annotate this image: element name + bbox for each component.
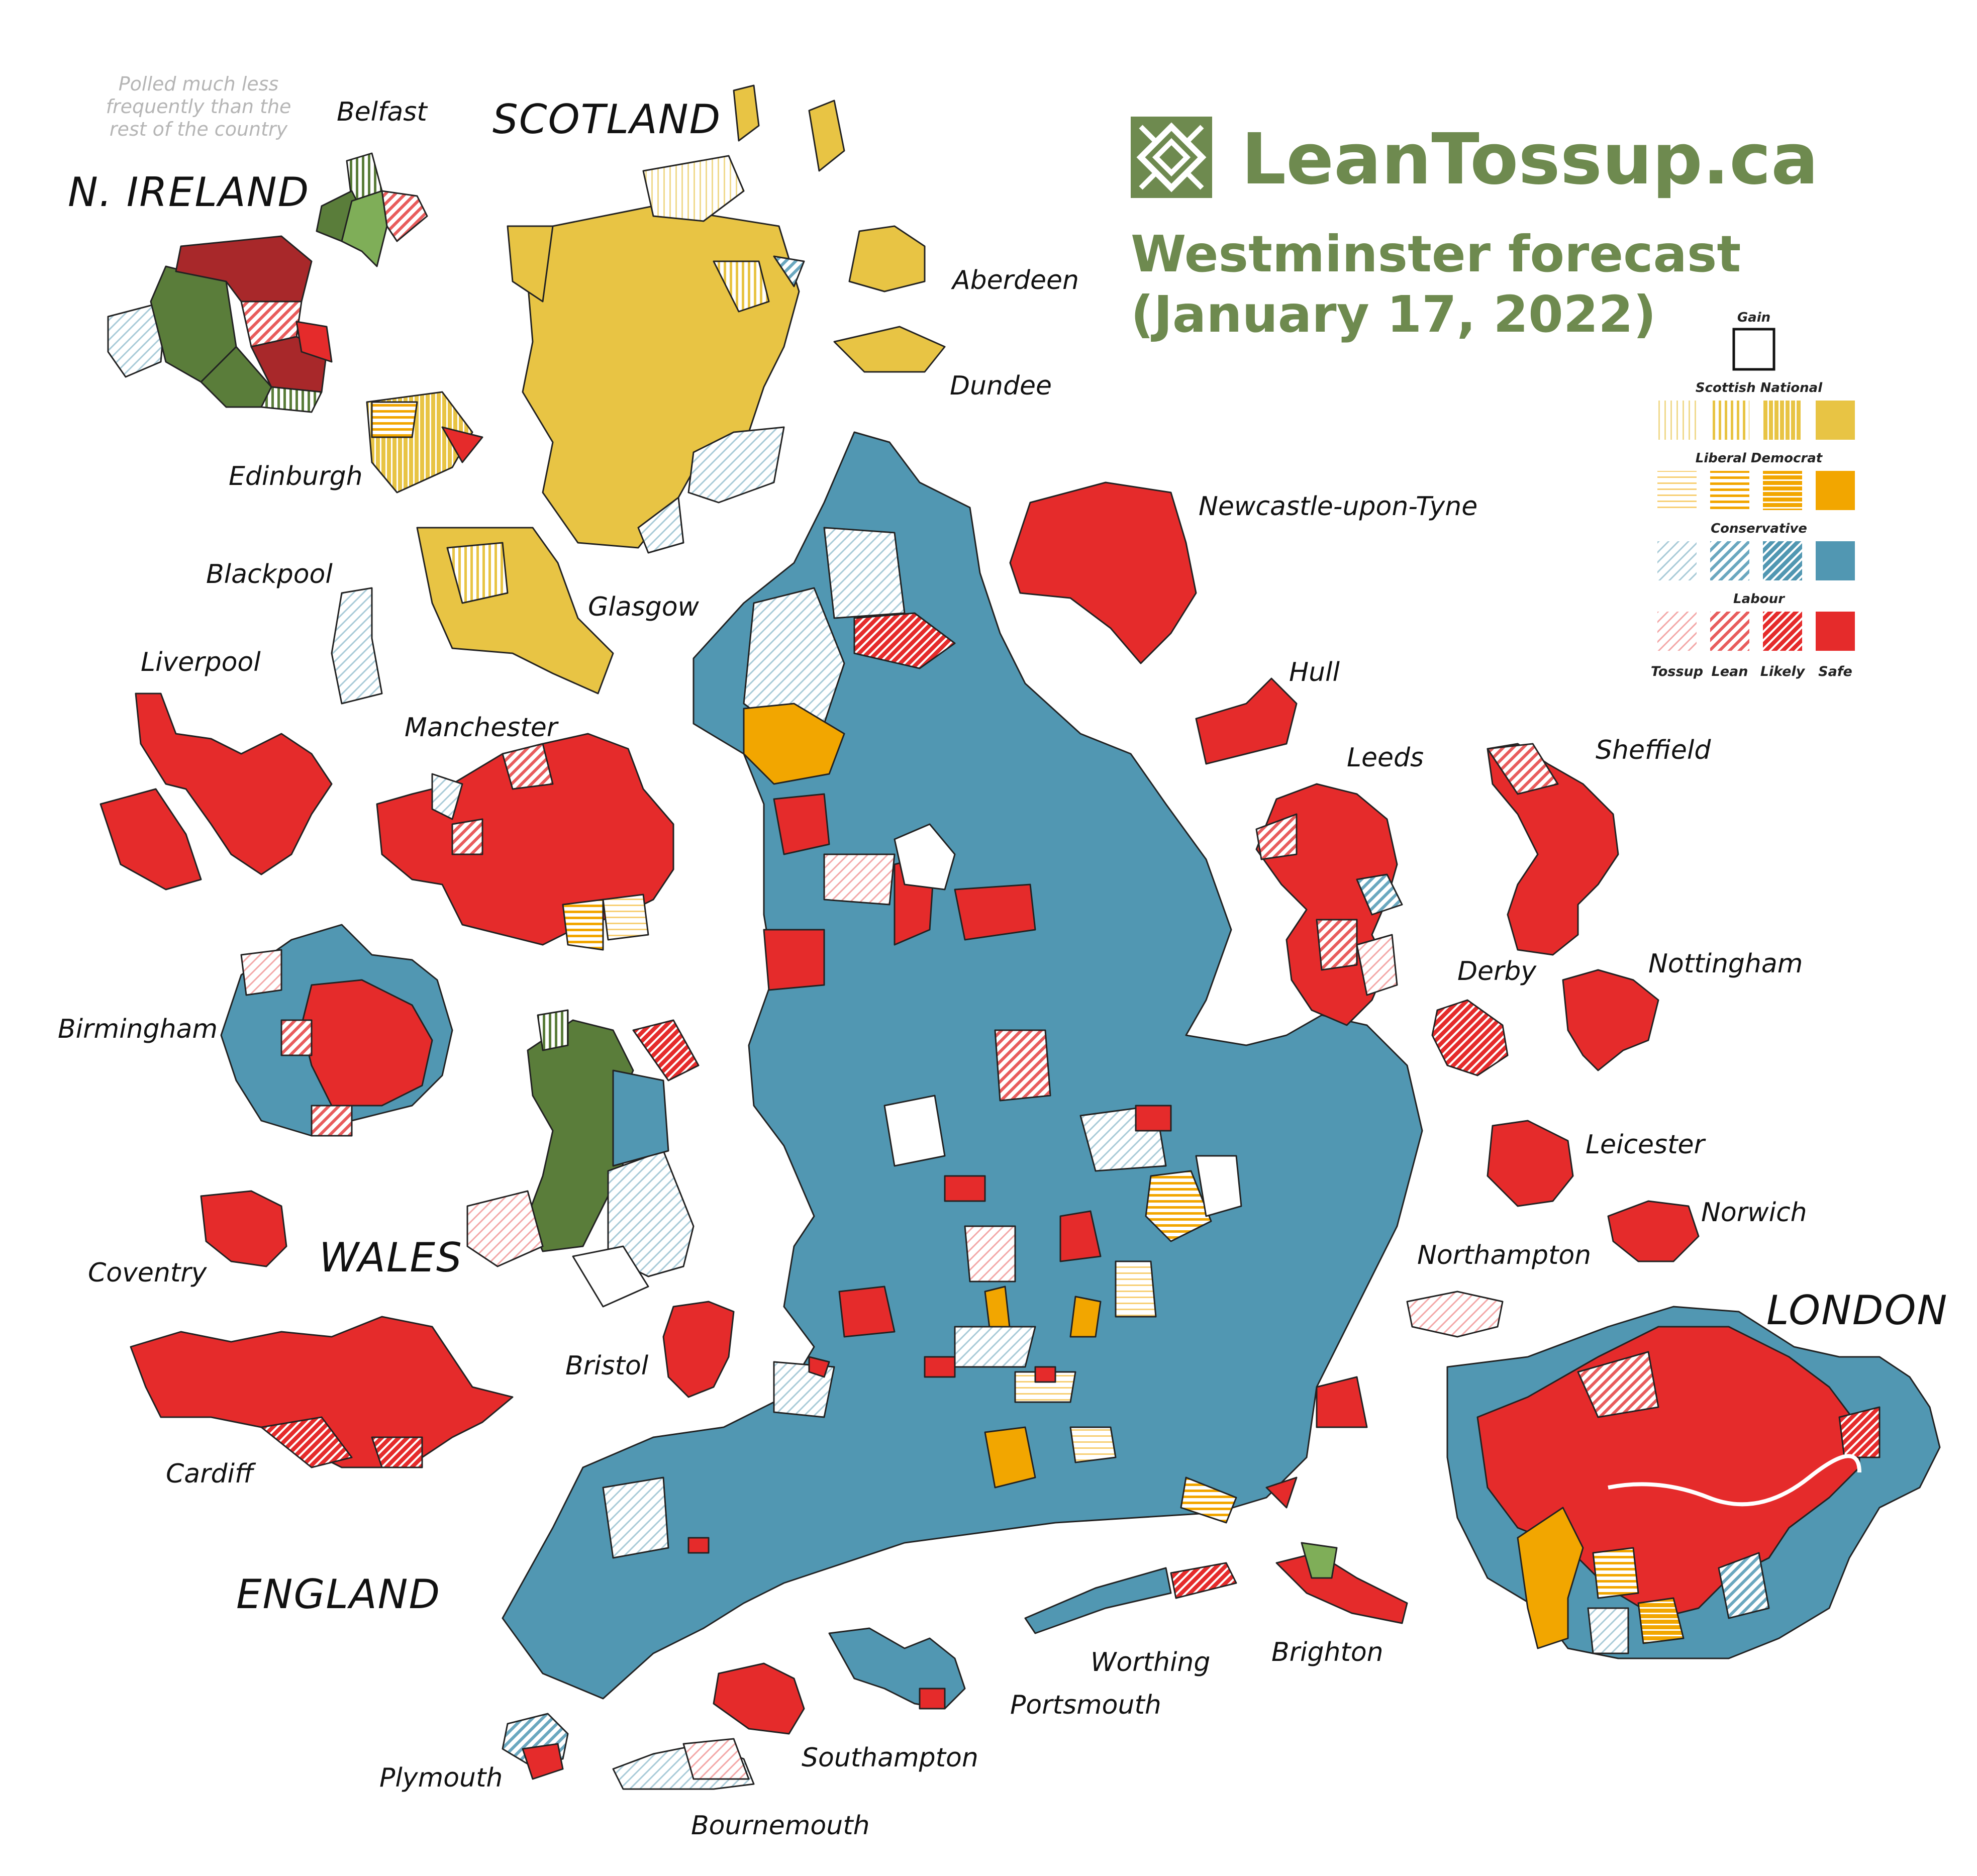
city-label-nottingham: Nottingham <box>1648 949 1803 979</box>
legend-con-lean <box>1710 541 1749 580</box>
newcastle-inset <box>1009 481 1197 664</box>
title-line-1: Westminster forecast <box>1131 225 1741 283</box>
legend-con-likely <box>1763 541 1802 580</box>
legend-con-safe <box>1816 541 1855 580</box>
nottingham-inset <box>1562 969 1659 1071</box>
city-label-plymouth: Plymouth <box>379 1763 503 1793</box>
title-line-2: (January 17, 2022) <box>1131 285 1656 344</box>
city-label-sheffield: Sheffield <box>1596 735 1711 765</box>
northampton-inset <box>1406 1291 1504 1338</box>
city-label-coventry: Coventry <box>88 1258 208 1288</box>
aberdeen-inset <box>848 225 926 292</box>
manchester-inset <box>376 733 674 951</box>
city-label-norwich: Norwich <box>1701 1198 1807 1228</box>
cardiff-inset <box>130 1316 514 1468</box>
glasgow-inset <box>416 527 614 695</box>
city-label-newcastle: Newcastle-upon-Tyne <box>1199 491 1477 522</box>
legend-party-snp: Scottish National <box>1696 380 1823 396</box>
brand-logo <box>1131 117 1212 198</box>
portsmouth-inset <box>828 1627 966 1710</box>
legend: Gain Scottish National Liberal Democrat … <box>1651 310 1855 679</box>
city-label-liverpool: Liverpool <box>141 647 261 677</box>
leicester-inset <box>1487 1120 1574 1207</box>
legend-lab-tossup <box>1657 612 1697 651</box>
hull-inset <box>1195 677 1298 765</box>
legend-ld-lean <box>1710 471 1749 510</box>
city-label-edinburgh: Edinburgh <box>229 461 363 491</box>
legend-party-lab: Labour <box>1733 591 1786 607</box>
region-label-n-ireland: N. IRELAND <box>68 169 310 216</box>
southampton-inset <box>713 1662 805 1735</box>
city-label-manchester: Manchester <box>405 713 559 743</box>
liverpool-inset <box>100 693 333 891</box>
coventry-inset <box>200 1190 287 1267</box>
dundee-inset <box>833 326 946 373</box>
legend-gain-label: Gain <box>1737 310 1770 325</box>
scotland-map <box>507 84 845 554</box>
city-label-glasgow: Glasgow <box>588 592 700 622</box>
legend-snp-lean <box>1710 401 1749 440</box>
bristol-inset <box>662 1301 735 1398</box>
birmingham-inset <box>220 924 453 1137</box>
city-label-worthing: Worthing <box>1091 1647 1210 1677</box>
bournemouth-inset <box>612 1738 755 1790</box>
city-label-brighton: Brighton <box>1271 1637 1383 1667</box>
city-label-leeds: Leeds <box>1347 743 1424 773</box>
legend-ld-tossup <box>1657 471 1697 510</box>
plymouth-inset <box>502 1713 569 1780</box>
england-map <box>502 431 1423 1700</box>
legend-party-libdem: Liberal Democrat <box>1696 451 1823 466</box>
blackpool-inset <box>331 587 383 705</box>
site-name: LeanTossup.ca <box>1241 119 1819 201</box>
city-label-portsmouth: Portsmouth <box>1010 1690 1161 1720</box>
note-line-3: rest of the country <box>110 118 288 140</box>
leeds-inset <box>1255 783 1403 1026</box>
norwich-inset <box>1607 1200 1700 1262</box>
region-label-wales: WALES <box>319 1234 463 1281</box>
region-label-england: ENGLAND <box>236 1571 441 1618</box>
city-label-southampton: Southampton <box>802 1743 978 1773</box>
city-label-cardiff: Cardiff <box>166 1459 256 1489</box>
city-label-northampton: Northampton <box>1417 1240 1591 1270</box>
city-label-bournemouth: Bournemouth <box>691 1811 870 1841</box>
note-line-1: Polled much less <box>119 73 279 95</box>
city-label-leicester: Leicester <box>1586 1130 1706 1160</box>
legend-cat-lean: Lean <box>1712 664 1748 679</box>
city-label-hull: Hull <box>1289 657 1340 687</box>
region-label-scotland: SCOTLAND <box>492 96 721 143</box>
city-label-birmingham: Birmingham <box>58 1014 218 1044</box>
city-label-derby: Derby <box>1457 956 1537 986</box>
london-inset <box>1446 1306 1941 1659</box>
region-label-london: LONDON <box>1766 1287 1948 1334</box>
city-label-belfast: Belfast <box>337 97 428 127</box>
legend-ld-likely <box>1763 471 1802 510</box>
legend-lab-safe <box>1816 612 1855 651</box>
derby-inset <box>1431 999 1509 1076</box>
worthing-inset <box>1024 1562 1237 1634</box>
sheffield-inset <box>1487 743 1619 956</box>
edinburgh-inset <box>366 391 483 493</box>
legend-lab-likely <box>1763 612 1802 651</box>
brighton-inset <box>1275 1542 1408 1624</box>
legend-gain-swatch <box>1732 328 1775 371</box>
city-label-dundee: Dundee <box>950 371 1052 401</box>
note-line-2: frequently than the <box>106 95 291 118</box>
city-label-bristol: Bristol <box>565 1351 649 1381</box>
n-ireland-map <box>107 235 333 413</box>
legend-con-tossup <box>1657 541 1697 580</box>
city-label-blackpool: Blackpool <box>206 559 333 589</box>
legend-cat-tossup: Tossup <box>1651 664 1703 679</box>
legend-lab-lean <box>1710 612 1749 651</box>
legend-snp-tossup <box>1657 401 1697 440</box>
legend-cat-safe: Safe <box>1818 664 1852 679</box>
legend-snp-likely <box>1763 401 1802 440</box>
wales-map <box>466 1009 700 1308</box>
legend-snp-safe <box>1816 401 1855 440</box>
belfast-inset <box>316 152 428 267</box>
legend-ld-safe <box>1816 471 1855 510</box>
legend-cat-likely: Likely <box>1760 664 1806 679</box>
city-label-aberdeen: Aberdeen <box>951 265 1079 295</box>
legend-party-con: Conservative <box>1711 521 1807 536</box>
